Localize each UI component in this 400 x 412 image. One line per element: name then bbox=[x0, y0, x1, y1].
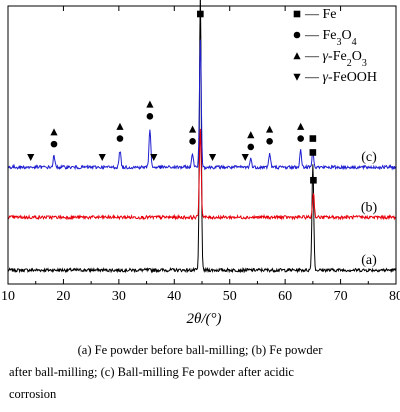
series-label-0: (a) bbox=[361, 253, 377, 268]
marker-circle-2-11 bbox=[266, 138, 273, 145]
legend-marker-1 bbox=[293, 31, 301, 39]
x-axis-ticks: 10 20 30 40 50 60 70 80 bbox=[1, 6, 400, 304]
marker-triangle-up-2-4 bbox=[146, 100, 154, 108]
series-label-1: (b) bbox=[361, 200, 378, 215]
peak-markers bbox=[27, 10, 317, 184]
caption-line-1: (a) Fe powder before ball-milling; (b) F… bbox=[77, 343, 323, 357]
legend: — Fe — Fe3O4— γ-Fe2O3— γ-FeOOH bbox=[293, 7, 377, 85]
marker-square-2-13 bbox=[309, 135, 317, 142]
legend-label-3: — γ-FeOOH bbox=[304, 70, 377, 85]
marker-triangle-up-2-1 bbox=[50, 128, 58, 136]
marker-triangle-up-2-10 bbox=[247, 131, 255, 139]
legend-label-1: — Fe3O4 bbox=[304, 28, 357, 48]
marker-triangle-down-2-2 bbox=[98, 153, 106, 162]
trace-1 bbox=[7, 128, 397, 221]
legend-label-2: — γ-Fe2O3 bbox=[304, 49, 367, 69]
marker-triangle-down-2-8 bbox=[208, 153, 217, 162]
marker-square-1-0 bbox=[310, 176, 317, 184]
legend-marker-2 bbox=[293, 52, 301, 60]
caption-line-2: after ball-milling; (c) Ball-milling Fe … bbox=[9, 365, 294, 379]
marker-circle-2-4 bbox=[146, 113, 154, 120]
marker-circle-2-6 bbox=[189, 138, 196, 145]
marker-triangle-down-2-0 bbox=[27, 153, 35, 162]
x-tick-label-80: 80 bbox=[389, 289, 400, 304]
x-tick-label-10: 10 bbox=[1, 289, 15, 304]
series-labels: (a) (b) (c) bbox=[361, 150, 378, 268]
legend-marker-0 bbox=[293, 10, 301, 18]
marker-square-2-7 bbox=[197, 10, 204, 18]
marker-triangle-up-2-3 bbox=[116, 122, 124, 130]
x-tick-label-70: 70 bbox=[334, 289, 348, 304]
marker-triangle-down-2-9 bbox=[241, 153, 249, 162]
marker-triangle-down-2-5 bbox=[150, 153, 158, 162]
x-tick-label-30: 30 bbox=[112, 289, 126, 304]
x-axis-label: 2θ/(°) bbox=[186, 311, 221, 327]
trace-0 bbox=[7, 0, 397, 274]
marker-circle-2-3 bbox=[116, 135, 124, 142]
legend-marker-3 bbox=[293, 73, 301, 81]
xrd-chart: (a)(b)(c) 10 20 30 40 50 60 70 80 — Fe— Fe3O4— … bbox=[1, 0, 400, 327]
marker-triangle-up-2-6 bbox=[188, 125, 197, 133]
x-tick-label-50: 50 bbox=[223, 289, 237, 304]
legend-label-0: — Fe bbox=[304, 7, 337, 22]
caption-line-3: corrosion bbox=[9, 387, 57, 401]
figure-caption: (a) Fe powder before ball-milling; (b) F… bbox=[0, 339, 400, 405]
marker-triangle-up-2-11 bbox=[266, 125, 274, 133]
x-tick-label-40: 40 bbox=[167, 289, 181, 304]
marker-square-0-1 bbox=[309, 149, 317, 156]
series-label-2: (c) bbox=[361, 150, 377, 165]
x-tick-label-20: 20 bbox=[56, 289, 70, 304]
marker-circle-2-1 bbox=[50, 140, 58, 148]
marker-circle-2-10 bbox=[247, 143, 255, 151]
trace-2 bbox=[7, 39, 397, 171]
xrd-traces bbox=[7, 0, 397, 274]
marker-circle-2-12 bbox=[297, 135, 304, 142]
x-tick-label-60: 60 bbox=[278, 289, 292, 304]
marker-triangle-up-2-12 bbox=[297, 122, 305, 130]
